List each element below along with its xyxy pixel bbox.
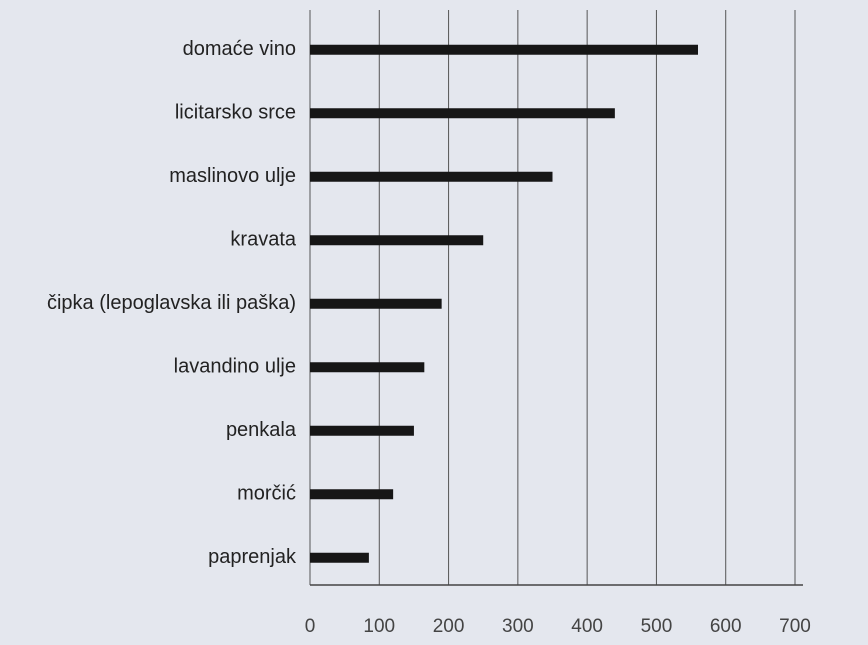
- x-tick-label: 300: [502, 616, 534, 637]
- chart: 0 100 200 300 400 500 600 700 domaće vino licitar…: [0, 0, 868, 645]
- y-tick-label: maslinovo ulje: [169, 165, 296, 187]
- y-tick-label: licitarsko srce: [175, 102, 296, 124]
- bar: [310, 553, 369, 563]
- y-tick-label: morčić: [237, 483, 296, 505]
- y-tick-label: domaće vino: [183, 38, 296, 60]
- bar: [310, 235, 483, 245]
- bar: [310, 108, 615, 118]
- bar: [310, 172, 553, 182]
- y-tick-label: paprenjak: [208, 546, 297, 568]
- x-tick-label: 700: [779, 616, 811, 637]
- bar: [310, 45, 698, 55]
- y-tick-label: penkala: [226, 419, 297, 441]
- x-tick-label: 600: [710, 616, 742, 637]
- bar: [310, 489, 393, 499]
- x-tick-label: 400: [571, 616, 603, 637]
- x-tick-label: 200: [433, 616, 465, 637]
- x-tick-label: 100: [363, 616, 395, 637]
- bar: [310, 362, 424, 372]
- x-tick-label: 0: [305, 616, 316, 637]
- x-tick-label: 500: [641, 616, 673, 637]
- bar: [310, 426, 414, 436]
- y-tick-label: lavandino ulje: [174, 356, 296, 378]
- y-tick-label: čipka (lepoglavska ili paška): [47, 292, 296, 314]
- y-tick-label: kravata: [230, 229, 296, 251]
- bar: [310, 299, 442, 309]
- background: [0, 0, 868, 645]
